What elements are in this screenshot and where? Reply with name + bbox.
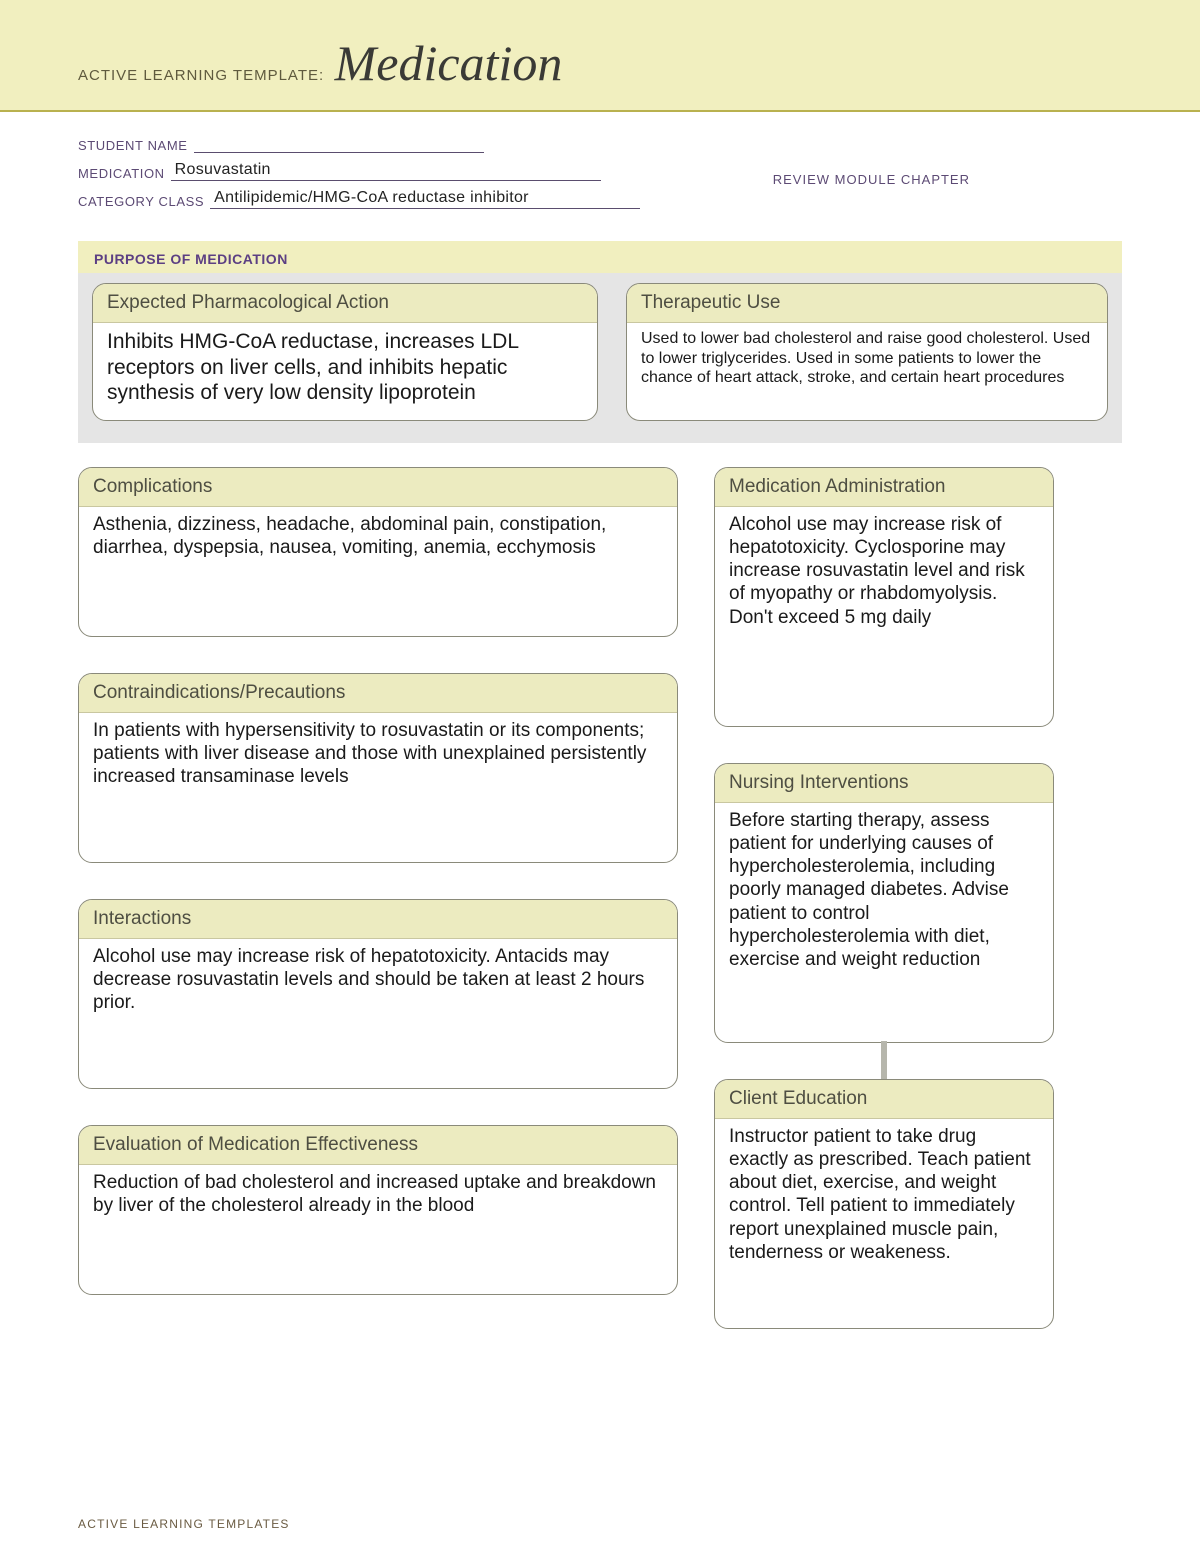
- header-band: ACTIVE LEARNING TEMPLATE: Medication: [0, 0, 1200, 112]
- education-title: Client Education: [715, 1080, 1053, 1119]
- medication-label: MEDICATION: [78, 166, 165, 181]
- review-chapter-label: REVIEW MODULE CHAPTER: [773, 172, 970, 187]
- left-column: Complications Asthenia, dizziness, heada…: [78, 467, 678, 1329]
- page: ACTIVE LEARNING TEMPLATE: Medication STU…: [0, 0, 1200, 1553]
- student-name-line: [194, 152, 484, 153]
- category-row: CATEGORY CLASS Antilipidemic/HMG-CoA red…: [78, 189, 1122, 209]
- complications-body: Asthenia, dizziness, headache, abdominal…: [79, 507, 677, 573]
- therapeutic-use-title: Therapeutic Use: [627, 284, 1107, 323]
- right-column: Medication Administration Alcohol use ma…: [714, 467, 1054, 1329]
- contraindications-box: Contraindications/Precautions In patient…: [78, 673, 678, 863]
- contraindications-title: Contraindications/Precautions: [79, 674, 677, 713]
- footer-text: ACTIVE LEARNING TEMPLATES: [78, 1517, 290, 1531]
- contraindications-body: In patients with hypersensitivity to ros…: [79, 713, 677, 803]
- connector-line: [881, 1041, 887, 1081]
- complications-title: Complications: [79, 468, 677, 507]
- medication-value: Rosuvastatin: [171, 161, 601, 181]
- purpose-band: PURPOSE OF MEDICATION: [78, 241, 1122, 273]
- category-label: CATEGORY CLASS: [78, 194, 204, 209]
- nursing-title: Nursing Interventions: [715, 764, 1053, 803]
- student-name-row: STUDENT NAME: [78, 138, 1122, 153]
- expected-action-box: Expected Pharmacological Action Inhibits…: [92, 283, 598, 421]
- header-title: Medication: [329, 35, 563, 91]
- evaluation-box: Evaluation of Medication Effectiveness R…: [78, 1125, 678, 1295]
- interactions-body: Alcohol use may increase risk of hepatot…: [79, 939, 677, 1029]
- nursing-box: Nursing Interventions Before starting th…: [714, 763, 1054, 1043]
- header-prefix: ACTIVE LEARNING TEMPLATE:: [78, 67, 324, 84]
- therapeutic-use-body: Used to lower bad cholesterol and raise …: [627, 323, 1107, 402]
- evaluation-body: Reduction of bad cholesterol and increas…: [79, 1165, 677, 1231]
- interactions-box: Interactions Alcohol use may increase ri…: [78, 899, 678, 1089]
- interactions-title: Interactions: [79, 900, 677, 939]
- evaluation-title: Evaluation of Medication Effectiveness: [79, 1126, 677, 1165]
- administration-body: Alcohol use may increase risk of hepatot…: [715, 507, 1053, 643]
- education-box: Client Education Instructor patient to t…: [714, 1079, 1054, 1329]
- purpose-panel: Expected Pharmacological Action Inhibits…: [78, 273, 1122, 443]
- spacer: [714, 727, 1054, 763]
- meta-section: STUDENT NAME MEDICATION Rosuvastatin CAT…: [0, 112, 1200, 231]
- student-name-label: STUDENT NAME: [78, 138, 188, 153]
- main-grid: Complications Asthenia, dizziness, heada…: [0, 443, 1200, 1329]
- education-body: Instructor patient to take drug exactly …: [715, 1119, 1053, 1278]
- expected-action-body: Inhibits HMG-CoA reductase, increases LD…: [93, 323, 597, 420]
- category-value: Antilipidemic/HMG-CoA reductase inhibito…: [210, 189, 640, 209]
- purpose-title: PURPOSE OF MEDICATION: [94, 251, 1106, 267]
- nursing-body: Before starting therapy, assess patient …: [715, 803, 1053, 985]
- therapeutic-use-box: Therapeutic Use Used to lower bad choles…: [626, 283, 1108, 421]
- administration-title: Medication Administration: [715, 468, 1053, 507]
- complications-box: Complications Asthenia, dizziness, heada…: [78, 467, 678, 637]
- expected-action-title: Expected Pharmacological Action: [93, 284, 597, 323]
- administration-box: Medication Administration Alcohol use ma…: [714, 467, 1054, 727]
